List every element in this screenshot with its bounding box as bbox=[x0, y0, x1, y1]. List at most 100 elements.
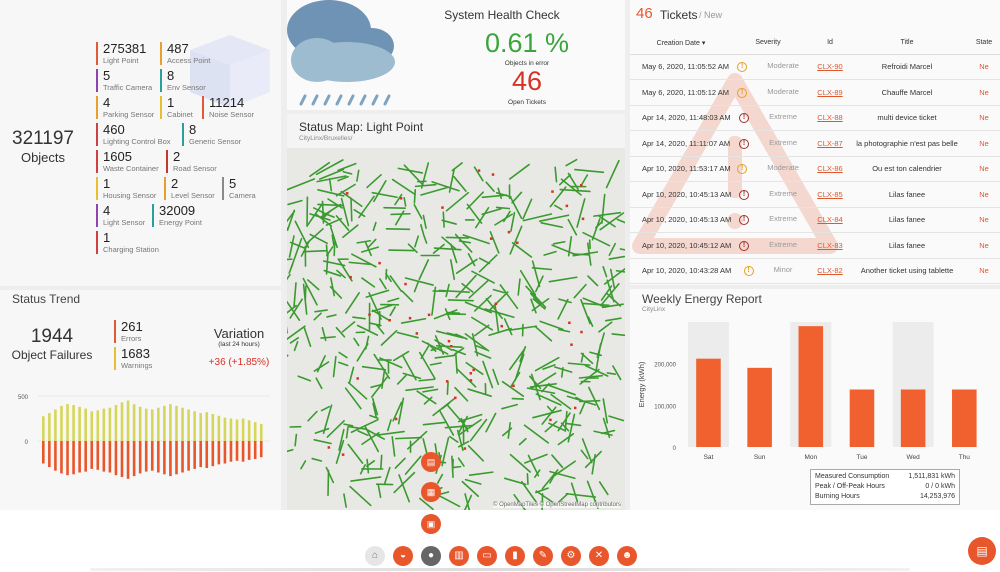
object-stat[interactable]: 2 Road Sensor bbox=[166, 150, 217, 173]
trend-warning-bar bbox=[78, 406, 81, 441]
energy-bar[interactable] bbox=[952, 389, 977, 448]
ticket-id[interactable]: CLX-82 bbox=[804, 258, 856, 284]
user-button[interactable]: ☻ bbox=[617, 546, 637, 566]
ticket-id-link[interactable]: CLX-84 bbox=[817, 215, 843, 225]
ticket-row[interactable]: Apr 10, 2020, 10:43:28 AM! Minor CLX-82 An… bbox=[630, 258, 1000, 284]
col-creation-date[interactable]: Creation Date ▾ bbox=[630, 32, 732, 55]
ticket-row[interactable]: Apr 14, 2020, 11:48:03 AM! Extreme CLX-88… bbox=[630, 105, 1000, 131]
energy-title: Weekly Energy Report bbox=[642, 292, 762, 306]
errors-label: Errors bbox=[121, 334, 142, 343]
tickets-filter[interactable]: / New bbox=[699, 10, 723, 20]
map-canvas[interactable] bbox=[287, 114, 625, 510]
ticket-row[interactable]: Apr 10, 2020, 10:45:13 AM! Extreme CLX-84… bbox=[630, 207, 1000, 233]
object-stat[interactable]: 4 Parking Sensor bbox=[96, 96, 154, 119]
object-stat[interactable]: 32009 Energy Point bbox=[152, 204, 202, 227]
objects-button[interactable]: ◒ bbox=[393, 546, 413, 566]
map-list-button[interactable]: ▦ bbox=[421, 482, 441, 502]
energy-bar[interactable] bbox=[798, 326, 824, 447]
sort-down-icon[interactable]: ▾ bbox=[701, 39, 706, 47]
buildings-button[interactable]: ▥ bbox=[449, 546, 469, 566]
store-button[interactable]: ▤ bbox=[968, 537, 996, 565]
ticket-id-link[interactable]: CLX-90 bbox=[817, 62, 843, 72]
ticket-row[interactable]: May 6, 2020, 11:05:52 AM! Moderate CLX-90… bbox=[630, 54, 1000, 80]
tickets-title: Tickets bbox=[660, 8, 698, 22]
object-stat[interactable]: 5 Camera bbox=[222, 177, 256, 200]
object-stat[interactable]: 1 Cabinet bbox=[160, 96, 193, 119]
object-stat[interactable]: 1605 Waste Container bbox=[96, 150, 159, 173]
ticket-id[interactable]: CLX-90 bbox=[804, 54, 856, 80]
lightbulb-button[interactable]: ● bbox=[421, 546, 441, 566]
battery-button[interactable]: ▮ bbox=[505, 546, 525, 566]
object-stat-value: 1 bbox=[167, 95, 175, 110]
ticket-row[interactable]: Apr 10, 2020, 10:45:13 AM! Extreme CLX-85… bbox=[630, 181, 1000, 208]
trend-warning-bar bbox=[90, 411, 94, 441]
ticket-id[interactable]: CLX-87 bbox=[804, 130, 856, 157]
object-stat[interactable]: 4 Light Sensor bbox=[96, 204, 145, 227]
warnings-stat: 1683 Warnings bbox=[114, 347, 152, 370]
energy-bar[interactable] bbox=[849, 389, 875, 448]
ticket-id-link[interactable]: CLX-89 bbox=[817, 87, 843, 97]
wrench-button[interactable]: ✎ bbox=[533, 546, 553, 566]
map-layer-button[interactable]: ▤ bbox=[421, 452, 441, 472]
ticket-title: Chauffe Marcel bbox=[856, 79, 958, 106]
ticket-row[interactable]: May 6, 2020, 11:05:12 AM! Moderate CLX-89… bbox=[630, 79, 1000, 106]
ticket-id-link[interactable]: CLX-86 bbox=[817, 164, 843, 174]
object-stat-label: Light Sensor bbox=[103, 218, 146, 227]
trend-warning-bar bbox=[229, 418, 233, 441]
ticket-id-link[interactable]: CLX-87 bbox=[817, 138, 843, 148]
ticket-date: Apr 10, 2020, 10:45:13 AM bbox=[630, 207, 732, 233]
energy-bar[interactable] bbox=[747, 367, 772, 447]
ticket-row[interactable]: Apr 14, 2020, 11:11:07 AM! Extreme CLX-87… bbox=[630, 130, 1000, 157]
object-stat-label: Light Point bbox=[103, 56, 139, 65]
object-stat[interactable]: 11214 Noise Sensor bbox=[202, 96, 254, 119]
ticket-id-link[interactable]: CLX-85 bbox=[817, 189, 843, 199]
ticket-id[interactable]: CLX-86 bbox=[804, 156, 856, 182]
severity-label: Moderate bbox=[767, 61, 799, 71]
object-stat-label: Cabinet bbox=[167, 110, 193, 119]
ticket-id-link[interactable]: CLX-83 bbox=[817, 240, 843, 250]
object-stat[interactable]: 487 Access Point bbox=[160, 42, 210, 65]
add-widget-button[interactable]: ▣ bbox=[421, 514, 441, 534]
object-stat-label: Noise Sensor bbox=[209, 110, 255, 119]
severity-alert-icon: ! bbox=[738, 215, 749, 226]
object-stat-value: 460 bbox=[103, 122, 125, 137]
col-state[interactable]: State bbox=[958, 32, 1000, 55]
ticket-date: Apr 14, 2020, 11:48:03 AM bbox=[630, 105, 732, 131]
object-stat[interactable]: 8 Env Sensor bbox=[160, 69, 206, 92]
col-id[interactable]: Id bbox=[804, 32, 856, 55]
object-stat[interactable]: 275381 Light Point bbox=[96, 42, 146, 65]
trend-error-bar bbox=[78, 441, 81, 473]
object-stat[interactable]: 1 Housing Sensor bbox=[96, 177, 156, 200]
ticket-id[interactable]: CLX-83 bbox=[804, 232, 856, 259]
object-stat-label: Road Sensor bbox=[173, 164, 217, 173]
col-title[interactable]: Title bbox=[856, 32, 958, 55]
object-stat[interactable]: 8 Generic Sensor bbox=[182, 123, 241, 146]
energy-bar[interactable] bbox=[696, 358, 721, 447]
object-stat[interactable]: 460 Lighting Control Box bbox=[96, 123, 171, 146]
ticket-id[interactable]: CLX-89 bbox=[804, 79, 856, 106]
monitor-button[interactable]: ▭ bbox=[477, 546, 497, 566]
light-point-network bbox=[287, 158, 625, 510]
object-stat[interactable]: 1 Charging Station bbox=[96, 231, 159, 254]
ticket-id[interactable]: CLX-84 bbox=[804, 207, 856, 233]
trend-warning-bar bbox=[120, 402, 124, 441]
status-map-panel[interactable]: Status Map: Light Point CityLinx/Bruxell… bbox=[287, 114, 625, 510]
ticket-id[interactable]: CLX-88 bbox=[804, 105, 856, 131]
object-stat[interactable]: 5 Traffic Camera bbox=[96, 69, 152, 92]
error-percent: 0.61 % bbox=[484, 28, 570, 58]
trend-error-bar bbox=[211, 441, 215, 467]
ticket-id-link[interactable]: CLX-82 bbox=[817, 266, 843, 276]
energy-bar[interactable] bbox=[900, 389, 926, 448]
robot-arm-button[interactable]: ⚙ bbox=[561, 546, 581, 566]
trend-warning-bar bbox=[66, 404, 69, 441]
trend-error-bar bbox=[108, 441, 112, 473]
home-button[interactable]: ⌂ bbox=[365, 546, 385, 566]
warnings-value: 1683 bbox=[121, 346, 150, 361]
col-severity[interactable]: Severity bbox=[732, 32, 804, 55]
ticket-id-link[interactable]: CLX-88 bbox=[817, 113, 843, 123]
object-stat[interactable]: 2 Level Sensor bbox=[164, 177, 215, 200]
ticket-row[interactable]: Apr 10, 2020, 11:53:17 AM! Moderate CLX-8… bbox=[630, 156, 1000, 182]
ticket-id[interactable]: CLX-85 bbox=[804, 181, 856, 208]
ticket-row[interactable]: Apr 10, 2020, 10:45:12 AM! Extreme CLX-83… bbox=[630, 232, 1000, 259]
network-button[interactable]: ✕ bbox=[589, 546, 609, 566]
